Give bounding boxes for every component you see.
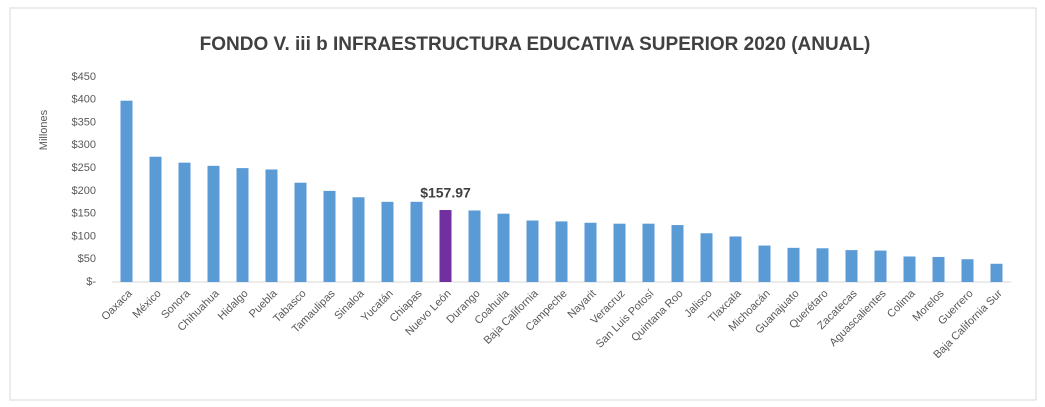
y-tick-label: $350 <box>72 116 96 128</box>
chart-frame <box>9 7 1037 401</box>
bar <box>178 162 191 282</box>
bar <box>729 236 742 282</box>
bar <box>874 250 887 282</box>
bar <box>787 247 800 282</box>
bar <box>903 256 916 282</box>
bar <box>149 156 162 282</box>
bar <box>381 201 394 282</box>
y-tick-label: $- <box>86 276 96 288</box>
bar <box>961 259 974 282</box>
bar <box>120 100 133 282</box>
y-tick-label: $200 <box>72 185 96 197</box>
y-tick-label: $100 <box>72 230 96 242</box>
bar <box>816 248 829 282</box>
bar <box>845 250 858 282</box>
bar <box>439 210 452 282</box>
y-axis-label: Millones <box>38 109 50 150</box>
y-tick-label: $150 <box>72 208 96 220</box>
bar <box>468 210 481 282</box>
y-tick-label: $250 <box>72 162 96 174</box>
y-tick-label: $450 <box>72 71 96 83</box>
y-tick-label: $400 <box>72 94 96 106</box>
bar <box>236 168 249 282</box>
bar <box>410 201 423 282</box>
bar <box>555 221 568 282</box>
bar <box>613 223 626 282</box>
bar <box>526 220 539 282</box>
bar <box>352 197 365 282</box>
bar <box>642 223 655 282</box>
bar <box>323 190 336 282</box>
bar <box>207 165 220 282</box>
chart-title: FONDO V. iii b INFRAESTRUCTURA EDUCATIVA… <box>200 34 871 55</box>
bar <box>671 225 684 282</box>
bar <box>932 256 945 282</box>
bar <box>497 213 510 282</box>
bar <box>700 233 713 282</box>
bar <box>584 222 597 282</box>
bar <box>758 245 771 282</box>
bar <box>294 182 307 282</box>
y-tick-label: $300 <box>72 139 96 151</box>
bar <box>265 169 278 282</box>
y-tick-label: $50 <box>78 253 96 265</box>
bar <box>990 263 1003 282</box>
value-label: $157.97 <box>420 185 471 201</box>
